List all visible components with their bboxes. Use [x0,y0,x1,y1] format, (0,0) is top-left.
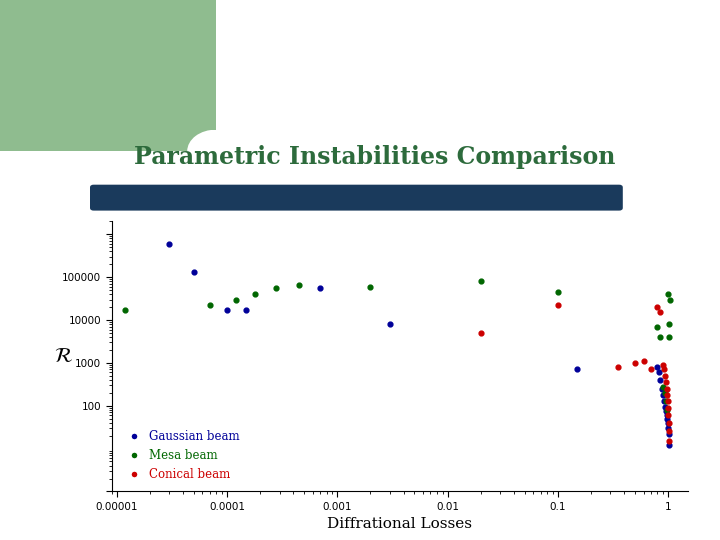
Point [572,365,583,374]
Bar [0,0,187,151]
Point [663,333,675,341]
Point [657,361,669,369]
Point [659,388,670,397]
Point [652,303,663,312]
Point [384,320,396,328]
Point [638,357,649,366]
Point [612,363,624,372]
Point [120,306,131,314]
Legend: Gaussian beam, Mesa beam, Conical beam: Gaussian beam, Mesa beam, Conical beam [117,425,245,485]
Point [663,418,675,427]
Point [654,333,666,341]
Point [293,281,305,289]
Point [663,429,675,438]
Point [163,239,175,248]
Point [662,424,674,433]
Point [662,406,673,414]
Point [204,301,215,309]
Point [660,378,672,387]
Point [660,402,671,411]
Point [552,288,564,296]
Point [475,328,487,337]
Point [663,427,675,436]
Point [662,411,674,420]
Point [654,308,666,317]
Point [249,290,261,299]
Point [653,368,665,377]
Point [629,359,641,367]
Point [662,290,674,299]
Point [662,418,673,427]
Circle shape [187,130,245,173]
Point [660,407,672,415]
Point [664,295,675,304]
Point [657,382,669,391]
Point [658,396,670,405]
Point [661,411,672,420]
Point [188,268,199,276]
Text: Parametric Instabilities Comparison: Parametric Instabilities Comparison [134,145,615,168]
Point [663,437,675,445]
Point [271,284,282,293]
Point [660,372,671,380]
Point [230,295,241,304]
Point [552,301,564,309]
Bar [0,0,216,151]
Point [663,320,675,328]
Point [662,396,673,405]
Point [645,365,657,374]
Point [657,384,668,393]
Point [661,384,672,393]
X-axis label: Diffrational Losses: Diffrational Losses [327,517,472,531]
Point [654,376,666,384]
Point [657,390,669,399]
Point [663,441,675,449]
Point [475,277,487,286]
Point [240,306,252,314]
Point [652,363,663,372]
Point [658,365,670,374]
Point [660,396,672,405]
Text: $\mathcal{R}$: $\mathcal{R}$ [54,346,73,367]
Point [221,306,233,314]
Point [652,322,663,331]
Point [662,414,673,423]
Point [365,282,377,291]
Point [662,403,674,412]
Point [662,390,673,399]
Point [315,284,326,293]
FancyBboxPatch shape [90,185,623,211]
Bar [0,0,216,130]
